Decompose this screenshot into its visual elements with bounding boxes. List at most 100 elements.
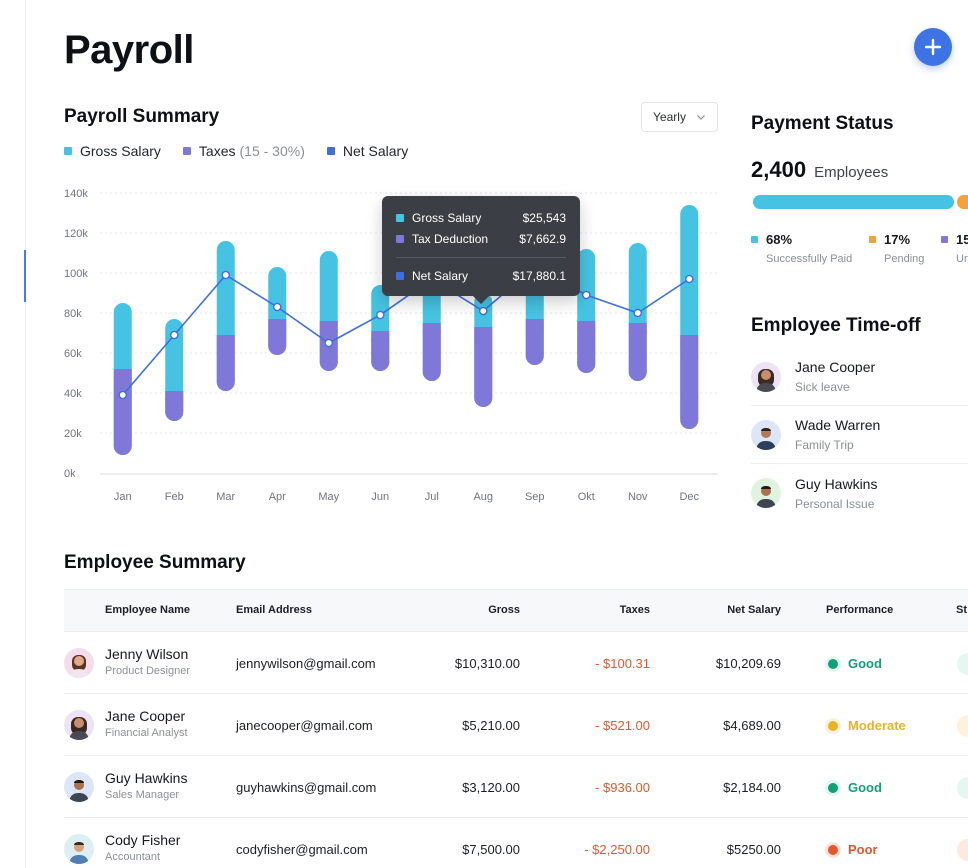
avatar bbox=[751, 419, 781, 450]
employee-net: $10,209.69 bbox=[715, 656, 781, 671]
col-net-salary[interactable]: Net Salary bbox=[727, 604, 781, 616]
sidebar-active-indicator bbox=[24, 250, 26, 302]
stat-swatch bbox=[751, 236, 758, 243]
legend-label: Net Salary bbox=[342, 143, 409, 159]
employee-summary-title: Employee Summary bbox=[64, 552, 246, 573]
stat-unpaid: 15% Unpaid bbox=[941, 232, 968, 265]
employee-email: janecooper@gmail.com bbox=[236, 718, 373, 733]
bar-taxes bbox=[113, 369, 132, 455]
tooltip-row-gross: Gross Salary $25,543 bbox=[396, 207, 566, 228]
employee-role: Product Designer bbox=[105, 665, 190, 677]
add-button[interactable] bbox=[914, 28, 952, 66]
bar-taxes-top bbox=[422, 323, 441, 333]
employee-name: Guy Hawkins bbox=[105, 770, 188, 786]
progress-segment bbox=[957, 195, 968, 209]
tooltip-row-tax: Tax Deduction $7,662.9 bbox=[396, 228, 566, 249]
bar-taxes-top bbox=[474, 327, 493, 337]
employee-gross: $5,210.00 bbox=[462, 718, 520, 733]
bar-taxes-top bbox=[268, 319, 287, 329]
tooltip-label: Gross Salary bbox=[412, 210, 482, 225]
time-off-item[interactable]: Guy Hawkins Personal Issue bbox=[751, 464, 968, 522]
performance-badge: Moderate bbox=[828, 718, 906, 733]
time-off-name: Guy Hawkins bbox=[795, 475, 878, 492]
performance-label: Good bbox=[848, 780, 882, 795]
employee-taxes: - $2,250.00 bbox=[584, 842, 650, 857]
stat-pending: 17% Pending bbox=[869, 232, 941, 265]
col-status[interactable]: St bbox=[956, 604, 967, 616]
bar-taxes-top bbox=[680, 335, 699, 345]
x-tick-label: Apr bbox=[269, 491, 286, 503]
tooltip-swatch bbox=[396, 234, 404, 243]
period-dropdown[interactable]: Yearly bbox=[641, 102, 718, 132]
stat-swatch bbox=[941, 236, 948, 243]
avatar bbox=[751, 361, 781, 392]
net-salary-point bbox=[478, 306, 488, 316]
time-off-item[interactable]: Jane Cooper Sick leave bbox=[751, 348, 968, 406]
x-tick-label: Mar bbox=[216, 491, 235, 503]
bar-taxes bbox=[628, 323, 647, 381]
time-off-reason: Personal Issue bbox=[795, 496, 875, 511]
employee-taxes: - $521.00 bbox=[595, 718, 650, 733]
employee-net: $4,689.00 bbox=[723, 718, 781, 733]
x-tick-label: Jul bbox=[425, 491, 439, 503]
page-title: Payroll bbox=[64, 28, 194, 72]
net-salary-point bbox=[375, 310, 385, 320]
table-row[interactable]: Jenny Wilson Product Designer jennywilso… bbox=[64, 632, 968, 694]
stat-pct: 17% bbox=[884, 232, 911, 247]
bar-taxes-top bbox=[628, 323, 647, 333]
legend-item-gross: Gross Salary bbox=[64, 143, 161, 159]
payroll-summary-title: Payroll Summary bbox=[64, 106, 220, 127]
employee-name: Jenny Wilson bbox=[105, 646, 189, 662]
performance-label: Poor bbox=[848, 842, 878, 857]
status-pill[interactable] bbox=[957, 653, 968, 675]
time-off-name: Jane Cooper bbox=[795, 359, 876, 375]
status-pill[interactable] bbox=[957, 839, 968, 861]
col-performance[interactable]: Performance bbox=[826, 604, 894, 616]
bar-taxes-top bbox=[216, 335, 235, 345]
y-tick-label: 100k bbox=[64, 268, 88, 280]
x-tick-label: Okt bbox=[578, 491, 595, 503]
employee-role: Financial Analyst bbox=[105, 727, 188, 739]
legend-item-net: Net Salary bbox=[326, 143, 409, 159]
status-pill[interactable] bbox=[957, 715, 968, 737]
employee-net: $2,184.00 bbox=[723, 780, 781, 795]
col-employee-name[interactable]: Employee Name bbox=[105, 604, 190, 616]
table-row[interactable]: Jane Cooper Financial Analyst janecooper… bbox=[64, 694, 968, 756]
y-tick-label: 20k bbox=[64, 428, 82, 440]
table-header: Employee Name Email Address Gross Taxes … bbox=[64, 589, 968, 632]
time-off-list: Jane Cooper Sick leave Wade Warren Famil… bbox=[751, 348, 968, 522]
progress-segment bbox=[753, 195, 954, 209]
employee-count-unit: Employees bbox=[814, 164, 889, 181]
time-off-reason: Family Trip bbox=[795, 438, 854, 452]
bar-taxes-top bbox=[319, 321, 338, 331]
employee-taxes: - $100.31 bbox=[595, 656, 650, 671]
x-tick-label: Nov bbox=[628, 491, 648, 503]
x-tick-label: May bbox=[318, 491, 339, 503]
employee-role: Sales Manager bbox=[105, 789, 179, 801]
time-off-name: Wade Warren bbox=[795, 417, 881, 433]
employee-gross: $3,120.00 bbox=[462, 780, 520, 795]
bar-taxes bbox=[525, 319, 544, 365]
bar-taxes-top bbox=[113, 369, 132, 379]
x-tick-label: Sep bbox=[525, 491, 545, 503]
table-row[interactable]: Guy Hawkins Sales Manager guyhawkins@gma… bbox=[64, 756, 968, 818]
table-row[interactable]: Cody Fisher Accountant codyfisher@gmail.… bbox=[64, 818, 968, 868]
col-gross[interactable]: Gross bbox=[488, 604, 520, 616]
avatar bbox=[64, 772, 94, 802]
bar-taxes-top bbox=[525, 319, 544, 329]
stat-label: Pending bbox=[884, 253, 925, 265]
col-email[interactable]: Email Address bbox=[236, 604, 313, 616]
status-pill[interactable] bbox=[957, 777, 968, 799]
employee-count: 2,400 Employees bbox=[751, 157, 888, 183]
employee-gross: $7,500.00 bbox=[462, 842, 520, 857]
tooltip-swatch bbox=[396, 213, 404, 222]
legend-label: Taxes bbox=[198, 143, 236, 159]
net-salary-point bbox=[684, 274, 694, 284]
y-tick-label: 60k bbox=[64, 348, 82, 360]
avatar bbox=[64, 834, 94, 864]
col-taxes[interactable]: Taxes bbox=[619, 604, 650, 616]
performance-dot bbox=[828, 844, 838, 855]
time-off-item[interactable]: Wade Warren Family Trip bbox=[751, 406, 968, 464]
performance-badge: Good bbox=[828, 656, 882, 671]
net-salary-line bbox=[122, 266, 690, 396]
